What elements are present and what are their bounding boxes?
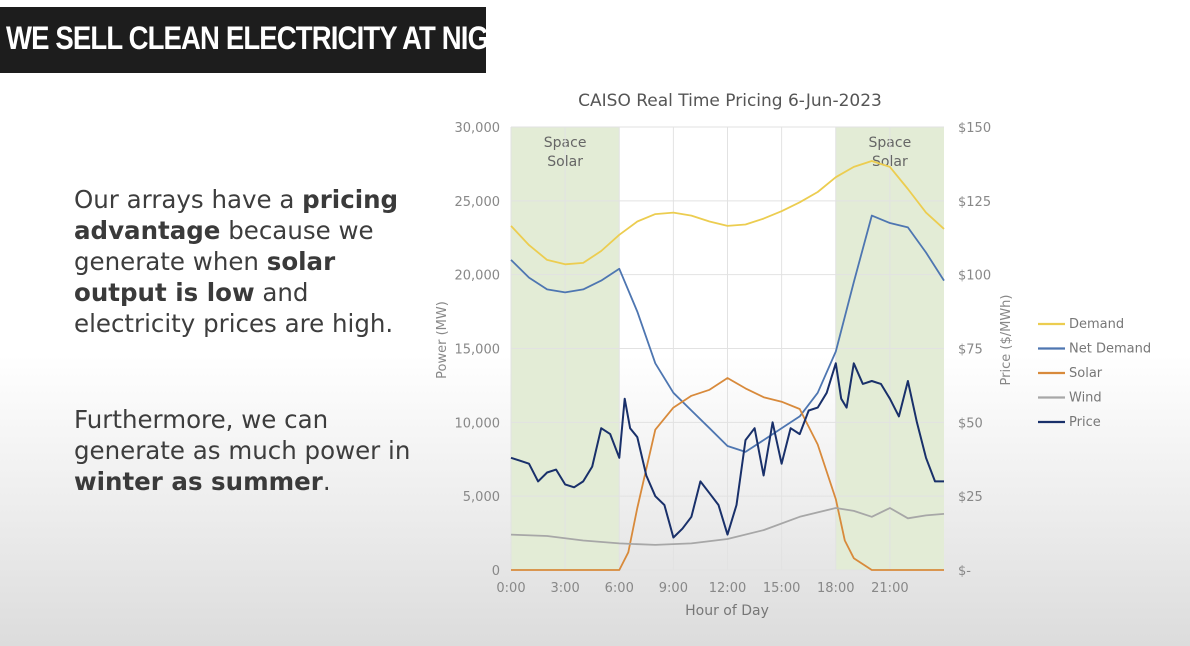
x-axis-label: Hour of Day [685,603,769,619]
winter-summer-paragraph: Furthermore, we can generate as much pow… [74,404,414,497]
series-lines [510,160,945,571]
y-tick-label: 20,000 [455,269,501,284]
legend-label: Net Demand [1069,342,1151,357]
paragraph2-text-1: Furthermore, we can generate as much pow… [74,405,411,465]
title-banner: WE SELL CLEAN ELECTRICITY AT NIGHT [0,7,524,73]
y2-axis-label: Price ($/MWh) [999,295,1014,386]
paragraph1-text-3: and electricity prices are high. [74,278,394,338]
y2-tick-label: $100 [958,269,991,284]
y2-tick-label: $25 [958,490,983,505]
paragraph1-bold-1: pricing advantage [74,185,399,245]
y-tick-label: 5,000 [463,490,500,505]
y-axis-label: Power (MW) [435,301,450,379]
series-wind [510,507,945,546]
paragraph2-text-2: . [322,467,331,496]
axis-ticks: 0 $- 5,000 $25 10,000 $50 15,000 $75 20,000 $100 2… [455,121,992,596]
x-tick-label: 3:00 [551,581,580,596]
y-tick-label: 30,000 [455,121,501,136]
y-tick-label: 10,000 [455,416,501,431]
legend-label: Solar [1069,366,1103,381]
x-tick-label: 15:00 [763,581,800,596]
paragraph2-bold-1: winter as summer [74,467,323,496]
x-tick-label: 0:00 [496,581,525,596]
y2-tick-label: $- [958,564,971,579]
x-tick-label: 9:00 [659,581,688,596]
paragraph1-bold-2: solar output is low [74,247,336,307]
legend-label: Demand [1069,317,1124,332]
paragraph1-text-1: Our arrays have a [74,185,303,214]
x-tick-label: 18:00 [817,581,854,596]
series-demand [510,160,945,266]
caiso-pricing-chart: CAISO Real Time Pricing 6-Jun-2023 Hour … [435,91,1151,619]
series-price [510,362,944,539]
legend: Demand Net Demand Solar Wind Price [1038,317,1151,430]
series-solar [511,377,944,571]
series-net-demand [510,214,945,453]
chart-title: CAISO Real Time Pricing 6-Jun-2023 [578,91,882,111]
legend-label: Wind [1069,391,1102,406]
x-tick-label: 21:00 [871,581,908,596]
pricing-advantage-paragraph: Our arrays have a pricing advantage beca… [74,184,414,339]
x-tick-label: 12:00 [709,581,746,596]
y-tick-label: 15,000 [455,343,501,358]
y-tick-label: 0 [492,564,500,579]
y2-tick-label: $50 [958,416,983,431]
paragraph1-text-2: because we generate when [74,216,374,276]
y-tick-label: 25,000 [455,195,501,210]
x-tick-label: 6:00 [605,581,634,596]
y2-tick-label: $125 [958,195,991,210]
y2-tick-label: $150 [958,121,991,136]
banner-title: WE SELL CLEAN ELECTRICITY AT NIGHT [6,20,524,56]
y2-tick-label: $75 [958,343,983,358]
legend-label: Price [1069,415,1101,430]
